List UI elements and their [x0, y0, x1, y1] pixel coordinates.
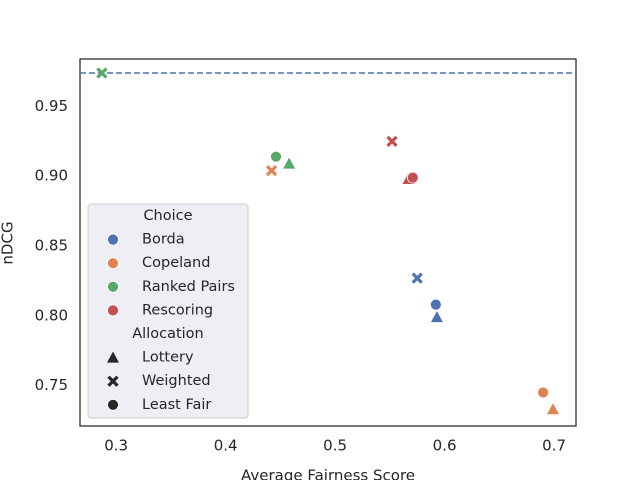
marker: [107, 257, 119, 270]
x-tick-label: 0.7: [542, 437, 566, 455]
legend-title: Allocation: [132, 326, 203, 342]
marker: [537, 386, 550, 399]
legend-label: Borda: [142, 232, 185, 248]
marker: [406, 171, 419, 184]
x-tick-label: 0.5: [323, 437, 347, 455]
x-axis-label: Average Fairness Score: [241, 467, 415, 480]
y-tick-label: 0.80: [35, 306, 68, 324]
marker: [270, 150, 282, 163]
marker: [96, 67, 108, 79]
y-axis-label: nDCG: [0, 221, 17, 264]
y-tick-label: 0.95: [35, 97, 68, 115]
legend-title: Choice: [143, 208, 192, 224]
y-tick-label: 0.85: [35, 236, 68, 254]
legend-label: Lottery: [142, 350, 194, 366]
marker: [386, 135, 398, 147]
x-tick-label: 0.4: [214, 437, 238, 455]
x-tick-label: 0.3: [104, 437, 128, 455]
marker: [107, 375, 119, 387]
marker: [283, 157, 296, 169]
marker: [107, 351, 119, 363]
marker: [107, 233, 119, 246]
legend-box: [87, 203, 249, 419]
legend-label: Ranked Pairs: [142, 279, 235, 295]
legend-label: Rescoring: [142, 302, 213, 318]
y-tick-label: 0.75: [35, 376, 68, 394]
marker: [547, 403, 560, 415]
legend-label: Weighted: [142, 373, 211, 389]
marker: [265, 165, 278, 177]
y-tick-label: 0.90: [35, 167, 68, 185]
marker: [107, 280, 119, 293]
legend: Choice Borda Copeland Ranked Pairs Rescoring…: [87, 203, 249, 419]
marker: [429, 298, 442, 311]
x-tick-label: 0.6: [433, 437, 457, 455]
marker: [430, 311, 443, 323]
marker: [411, 272, 423, 284]
legend-label: Copeland: [142, 255, 210, 271]
marker: [107, 398, 119, 411]
marker: [107, 304, 119, 317]
legend-label: Least Fair: [142, 397, 211, 413]
